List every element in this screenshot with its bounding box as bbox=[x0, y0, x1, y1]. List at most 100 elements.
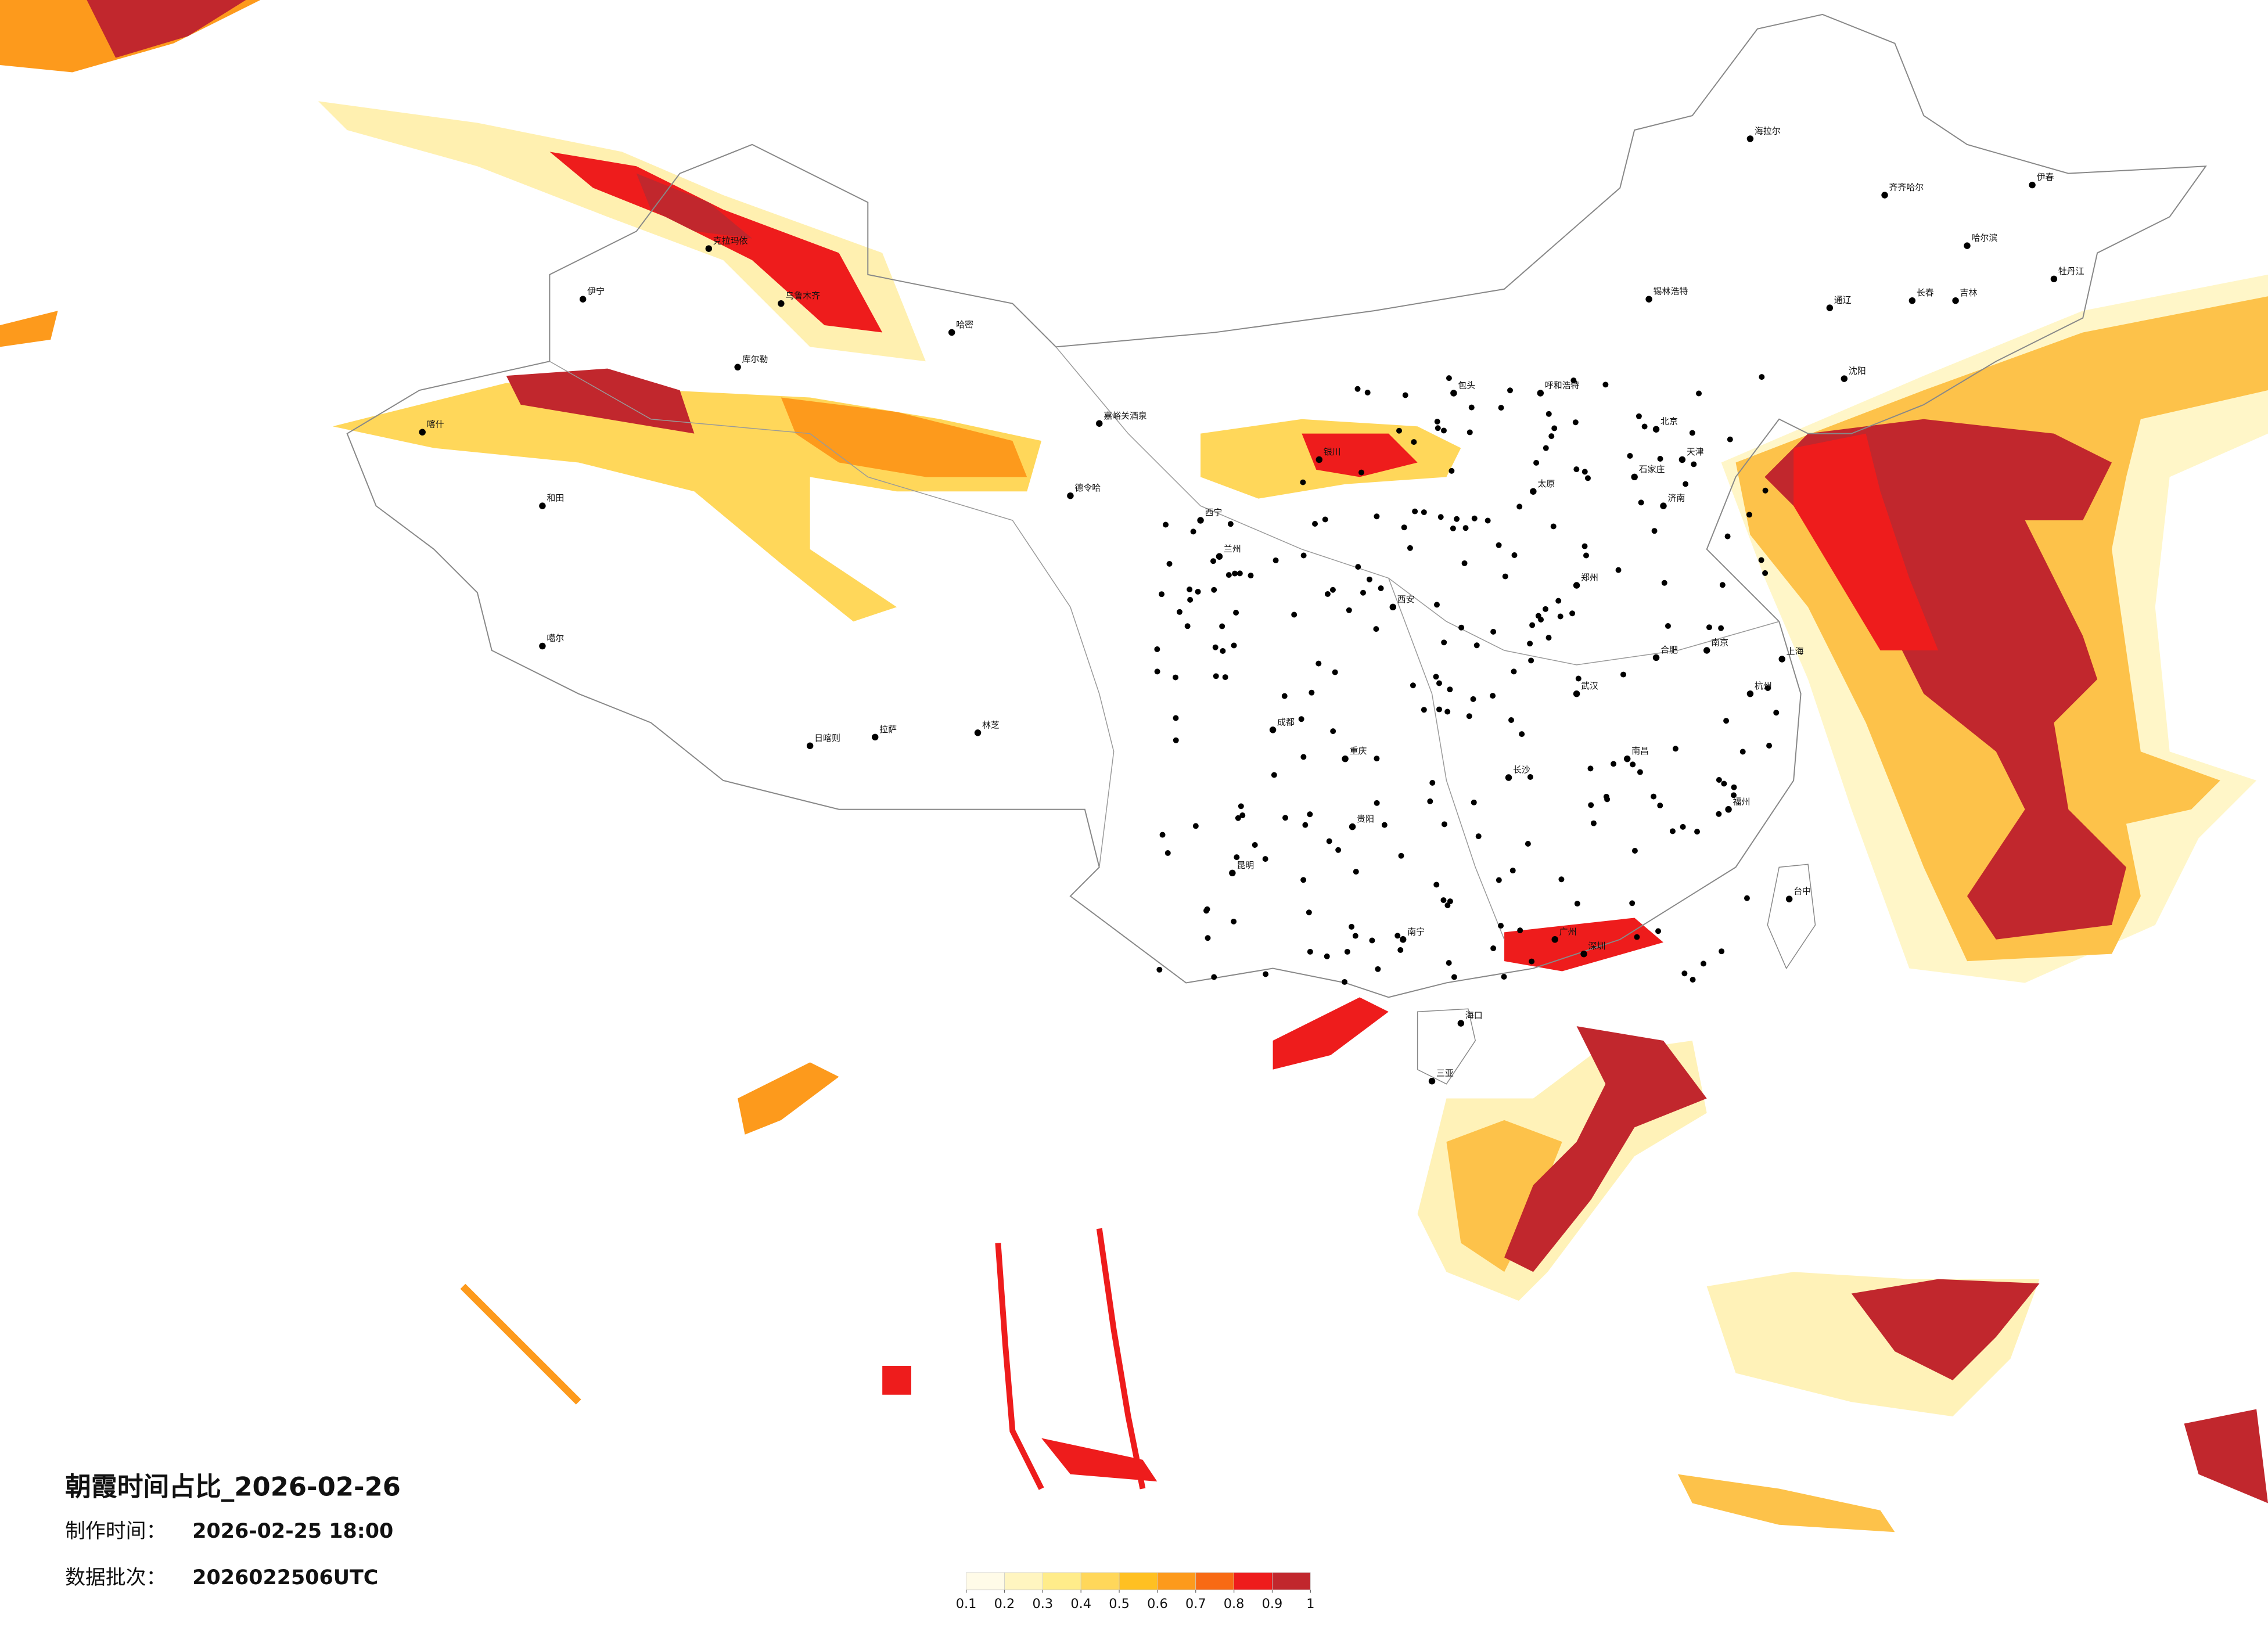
station-dot bbox=[1219, 623, 1225, 629]
station-dot bbox=[1233, 610, 1239, 616]
station-dot bbox=[1307, 811, 1313, 818]
city-dot bbox=[1631, 473, 1638, 481]
station-dot bbox=[1638, 499, 1644, 506]
station-dot bbox=[1545, 411, 1552, 417]
legend-tick-label: 1 bbox=[1306, 1596, 1314, 1611]
station-dot bbox=[1322, 516, 1328, 523]
station-dot bbox=[1402, 392, 1408, 398]
city-label: 西宁 bbox=[1205, 508, 1223, 518]
station-dot bbox=[1466, 713, 1472, 720]
info-label: 制作时间： bbox=[65, 1520, 166, 1543]
station-dot bbox=[1724, 533, 1731, 539]
station-dot bbox=[1557, 613, 1563, 620]
station-dot bbox=[1231, 918, 1237, 924]
station-dot bbox=[1407, 545, 1413, 551]
province-border bbox=[1055, 346, 1780, 665]
city-dot bbox=[1197, 517, 1204, 524]
station-dot bbox=[1694, 829, 1701, 835]
station-dot bbox=[1346, 607, 1352, 613]
station-dot bbox=[1766, 743, 1773, 749]
station-dot bbox=[1366, 576, 1372, 582]
station-dot bbox=[1434, 602, 1440, 608]
station-dot bbox=[1154, 646, 1160, 652]
field-orange bbox=[738, 1062, 839, 1135]
station-dot bbox=[1485, 517, 1491, 524]
station-dot bbox=[1354, 386, 1361, 392]
station-dot bbox=[1706, 624, 1712, 631]
station-dot bbox=[1657, 455, 1663, 462]
station-dot bbox=[1470, 696, 1476, 702]
station-dot bbox=[1680, 823, 1686, 830]
field-red bbox=[882, 1366, 911, 1395]
legend-tick-label: 0.8 bbox=[1224, 1596, 1245, 1611]
station-dot bbox=[1262, 856, 1268, 862]
station-dot bbox=[1558, 876, 1565, 883]
station-dot bbox=[1235, 815, 1241, 821]
city-dot bbox=[579, 296, 587, 303]
station-dot bbox=[1300, 877, 1307, 883]
station-dot bbox=[1300, 479, 1306, 485]
station-dot bbox=[1195, 588, 1201, 595]
city-dot bbox=[1580, 950, 1587, 958]
legend-swatch bbox=[1157, 1572, 1196, 1591]
station-dot bbox=[1436, 680, 1442, 686]
station-dot bbox=[1427, 798, 1433, 804]
legend-swatch bbox=[1234, 1572, 1273, 1591]
city-dot bbox=[2050, 275, 2058, 283]
station-dot bbox=[1723, 718, 1730, 724]
station-dot bbox=[1374, 513, 1380, 520]
city-dot bbox=[948, 329, 955, 336]
station-dot bbox=[1587, 765, 1594, 772]
station-dot bbox=[1507, 387, 1513, 394]
station-dot bbox=[1436, 706, 1442, 713]
city-dot bbox=[974, 729, 982, 736]
station-dot bbox=[1329, 587, 1336, 593]
station-dot bbox=[1461, 560, 1468, 566]
station-dot bbox=[1374, 800, 1380, 806]
legend-swatch bbox=[966, 1572, 1005, 1591]
city-label: 通辽 bbox=[1834, 295, 1852, 305]
city-dot bbox=[1785, 895, 1793, 902]
city-dot bbox=[1964, 242, 1971, 249]
station-dot bbox=[1154, 668, 1160, 675]
station-dot bbox=[1758, 557, 1764, 563]
station-dot bbox=[1527, 641, 1533, 647]
legend-tick-label: 0.7 bbox=[1185, 1596, 1206, 1611]
field-dark-red bbox=[1851, 1279, 2040, 1380]
city-dot bbox=[806, 742, 814, 749]
city-dot bbox=[1573, 690, 1580, 697]
station-dot bbox=[1192, 823, 1199, 829]
city-dot bbox=[1342, 755, 1349, 762]
station-dot bbox=[1498, 405, 1504, 411]
station-dot bbox=[1508, 717, 1514, 723]
station-dot bbox=[1173, 737, 1179, 743]
legend-tick-label: 0.2 bbox=[994, 1596, 1015, 1611]
station-dot bbox=[1450, 525, 1456, 531]
station-dot bbox=[1237, 570, 1243, 577]
city-label: 台中 bbox=[1793, 886, 1811, 897]
station-dot bbox=[1691, 461, 1697, 467]
city-dot bbox=[1652, 426, 1660, 433]
station-dot bbox=[1627, 453, 1633, 459]
city-label: 吉林 bbox=[1960, 287, 1978, 298]
field-streak bbox=[995, 1243, 1044, 1490]
city-label: 成都 bbox=[1277, 717, 1295, 727]
city-dot bbox=[1269, 726, 1277, 733]
station-dot bbox=[1583, 552, 1589, 559]
station-dot bbox=[1398, 852, 1404, 859]
station-dot bbox=[1637, 769, 1643, 775]
city-label: 昆明 bbox=[1237, 860, 1254, 870]
station-dot bbox=[1511, 668, 1517, 675]
station-dot bbox=[1434, 419, 1440, 425]
station-dot bbox=[1342, 979, 1348, 985]
field-orange bbox=[0, 311, 58, 347]
city-dot bbox=[1778, 656, 1785, 663]
station-dot bbox=[1444, 708, 1451, 715]
city-label: 海口 bbox=[1465, 1010, 1483, 1021]
station-dot bbox=[1701, 961, 1706, 967]
station-dot bbox=[1690, 976, 1696, 983]
city-dot bbox=[1551, 936, 1558, 943]
field-pale bbox=[318, 101, 926, 362]
legend-swatch bbox=[1272, 1572, 1311, 1591]
